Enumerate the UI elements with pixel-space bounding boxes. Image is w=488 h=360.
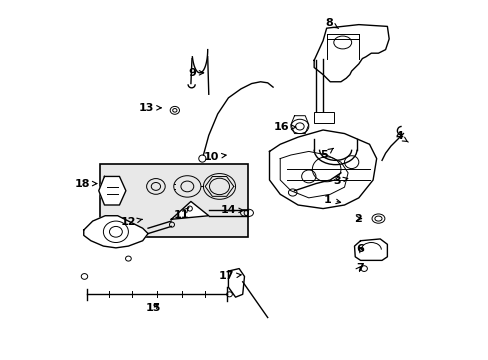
Text: 14: 14 [221, 205, 243, 215]
Bar [100, 164, 247, 237]
Text: 8: 8 [325, 18, 338, 28]
Text: 17: 17 [219, 271, 241, 282]
Text: 2: 2 [353, 213, 361, 224]
Text: 12: 12 [121, 217, 142, 227]
Text: 16: 16 [273, 122, 295, 132]
Bar [313, 112, 333, 123]
Text: 3: 3 [332, 176, 347, 186]
Polygon shape [269, 130, 376, 208]
Text: 6: 6 [355, 244, 363, 253]
Polygon shape [171, 202, 208, 219]
Text: 1: 1 [323, 195, 340, 204]
Polygon shape [99, 176, 125, 205]
Text: 4: 4 [394, 131, 407, 142]
Text: 10: 10 [203, 152, 225, 162]
Text: 18: 18 [74, 179, 97, 189]
Polygon shape [354, 239, 386, 260]
Text: 11: 11 [173, 207, 189, 220]
Text: 13: 13 [139, 103, 161, 113]
Text: 9: 9 [188, 68, 203, 78]
Polygon shape [313, 24, 388, 82]
Polygon shape [290, 116, 308, 134]
Text: 7: 7 [355, 262, 363, 273]
Text: 15: 15 [146, 303, 161, 313]
Text: 5: 5 [320, 148, 332, 160]
Polygon shape [228, 269, 244, 297]
Polygon shape [83, 216, 148, 248]
